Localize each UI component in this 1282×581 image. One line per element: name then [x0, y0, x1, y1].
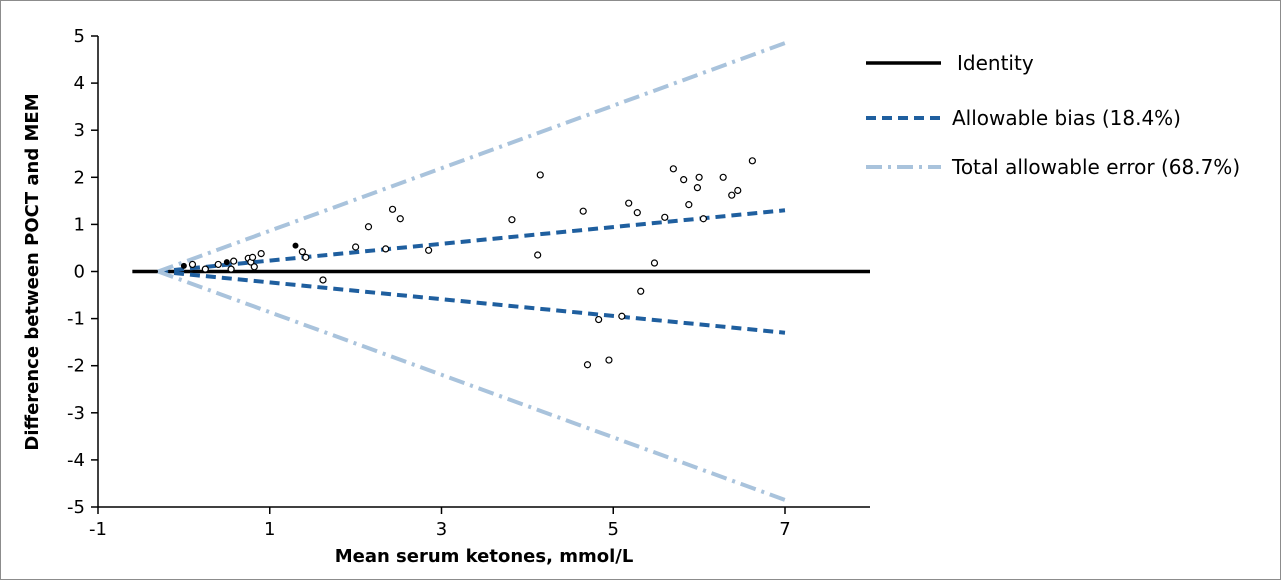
data-point-20 — [396, 215, 404, 223]
y-tick-label: 2 — [74, 167, 85, 188]
data-point-39 — [695, 173, 703, 181]
y-tick-label: -1 — [67, 309, 85, 330]
y-tick-label: -3 — [67, 403, 85, 424]
data-point-13 — [298, 248, 306, 256]
data-point-42 — [728, 191, 736, 199]
data-point-26 — [583, 361, 592, 369]
data-point-40 — [699, 215, 708, 223]
data-point-24 — [536, 171, 544, 179]
reference-line-4 — [157, 269, 786, 502]
x-tick-label: 1 — [264, 519, 275, 540]
data-point-5 — [227, 265, 235, 273]
data-point-41 — [719, 173, 727, 181]
data-point-4 — [223, 259, 230, 266]
x-tick-label: 5 — [608, 519, 619, 540]
data-point-36 — [680, 176, 688, 184]
data-point-15 — [319, 276, 327, 284]
data-point-10 — [250, 263, 258, 271]
y-tick-label: 1 — [74, 214, 85, 235]
data-point-21 — [425, 246, 433, 254]
data-point-23 — [534, 251, 542, 259]
y-tick-label: -2 — [67, 356, 85, 377]
data-point-25 — [579, 207, 587, 215]
data-point-28 — [605, 356, 613, 364]
data-point-11 — [257, 250, 265, 258]
data-point-29 — [618, 312, 626, 320]
data-points — [180, 157, 756, 369]
data-point-22 — [508, 216, 516, 224]
data-point-2 — [201, 265, 209, 273]
data-point-27 — [595, 315, 603, 324]
legend-label-1: Allowable bias (18.4%) — [952, 106, 1181, 130]
data-point-32 — [637, 287, 645, 295]
data-point-33 — [650, 259, 659, 267]
data-point-1 — [188, 260, 197, 269]
data-point-3 — [214, 260, 222, 269]
x-tick-label: 3 — [436, 519, 447, 540]
x-tick-label: 7 — [779, 519, 790, 540]
x-tick-label: -1 — [89, 519, 107, 540]
data-point-12 — [292, 242, 299, 249]
data-point-6 — [230, 257, 238, 265]
legend-label-0: Identity — [957, 51, 1034, 75]
data-point-0 — [180, 262, 187, 269]
y-tick-label: -5 — [67, 497, 85, 518]
data-point-31 — [633, 209, 641, 217]
reference-line-2 — [157, 269, 786, 335]
data-point-16 — [352, 243, 360, 251]
reference-line-3 — [157, 41, 786, 274]
axis-ticks: -5 -4 -3 -2 -1 0 1 2 3 4 5 -1 1 3 5 7 — [67, 26, 791, 540]
data-point-44 — [748, 157, 756, 165]
reference-lines — [132, 41, 870, 502]
legend-label-2: Total allowable error (68.7%) — [951, 155, 1240, 179]
data-point-35 — [669, 165, 677, 173]
y-tick-label: 5 — [74, 26, 85, 47]
data-point-34 — [661, 213, 669, 221]
y-tick-label: 0 — [74, 262, 85, 283]
data-point-43 — [734, 186, 742, 195]
data-point-38 — [693, 184, 702, 192]
legend: Identity Allowable bias (18.4%) Total allo… — [866, 51, 1240, 179]
data-point-19 — [388, 205, 397, 213]
reference-line-1 — [157, 208, 786, 274]
data-point-30 — [625, 199, 633, 207]
data-point-17 — [364, 223, 373, 231]
y-axis-title: Difference between POCT and MEM — [22, 93, 43, 450]
data-point-14 — [302, 253, 310, 261]
y-tick-label: 4 — [74, 73, 85, 94]
y-tick-label: 3 — [74, 120, 85, 141]
x-axis-title: Mean serum ketones, mmol/L — [335, 546, 634, 567]
data-point-37 — [685, 201, 693, 209]
data-point-9 — [248, 253, 257, 261]
y-tick-label: -4 — [67, 450, 85, 471]
data-point-18 — [382, 245, 390, 253]
